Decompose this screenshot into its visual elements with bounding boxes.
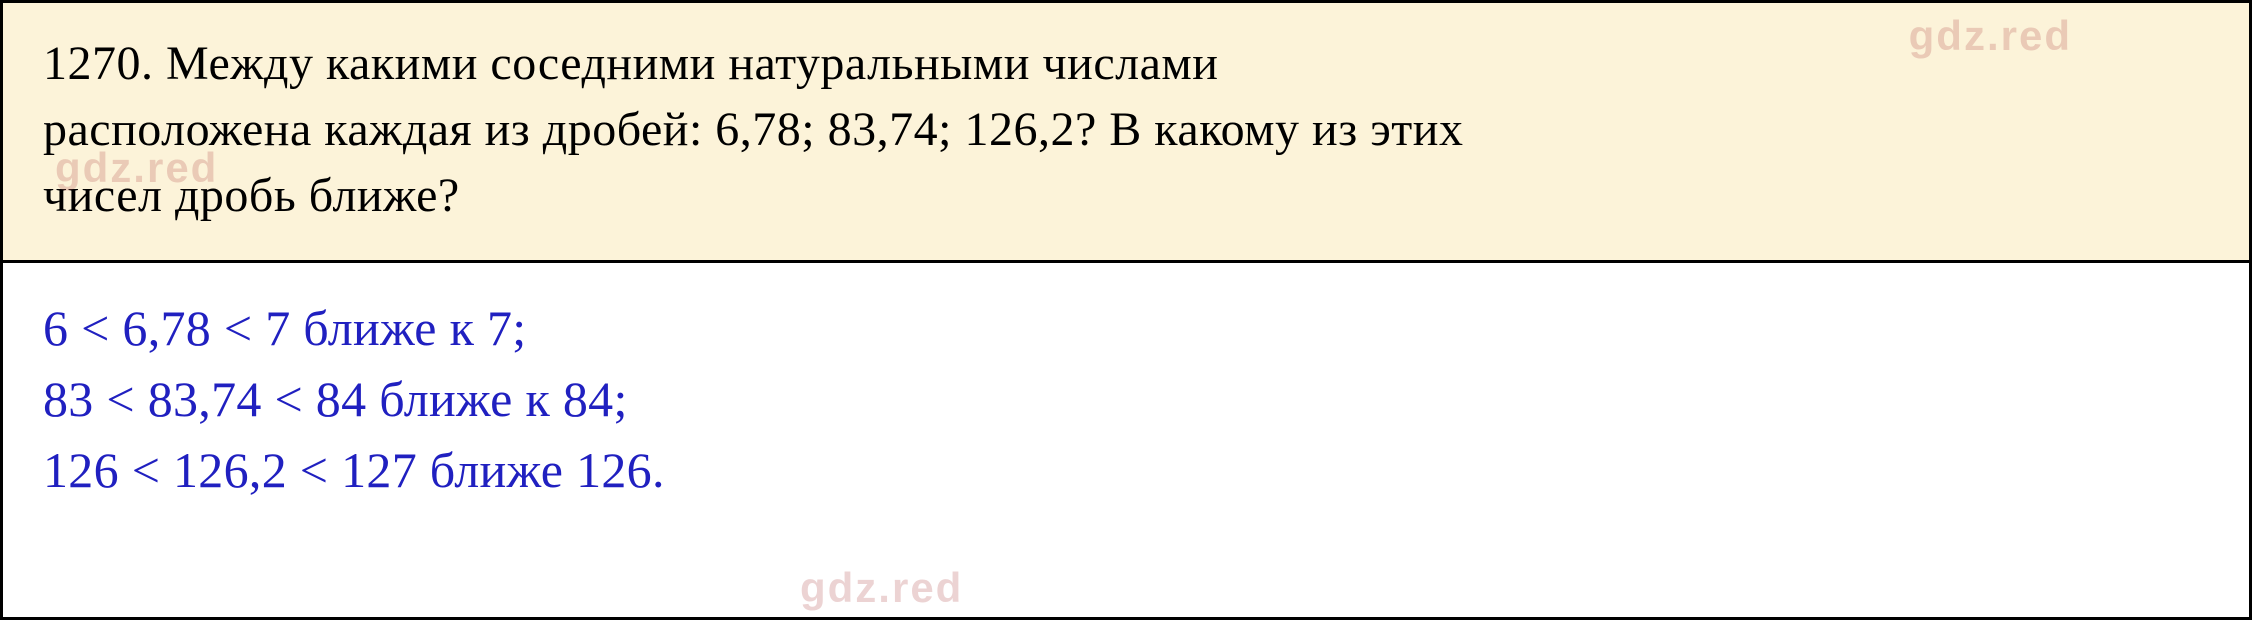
solution-line-2: 83 < 83,74 < 84 ближе к 84; [43, 364, 2209, 435]
solution-box: 6 < 6,78 < 7 ближе к 7; 83 < 83,74 < 84 … [3, 263, 2249, 617]
solution-line-3: 126 < 126,2 < 127 ближе 126. [43, 435, 2209, 506]
problem-text: 1270. Между какими соседними натуральным… [43, 31, 2209, 230]
problem-line-2: расположена каждая из дробей: 6,78; 83,7… [43, 103, 1463, 156]
problem-line-3: чисел дробь ближе? [43, 169, 460, 222]
problem-line-1: 1270. Между какими соседними натуральным… [43, 37, 1218, 90]
problem-box: 1270. Между какими соседними натуральным… [3, 3, 2249, 263]
document-container: 1270. Между какими соседними натуральным… [0, 0, 2252, 620]
solution-line-1: 6 < 6,78 < 7 ближе к 7; [43, 293, 2209, 364]
